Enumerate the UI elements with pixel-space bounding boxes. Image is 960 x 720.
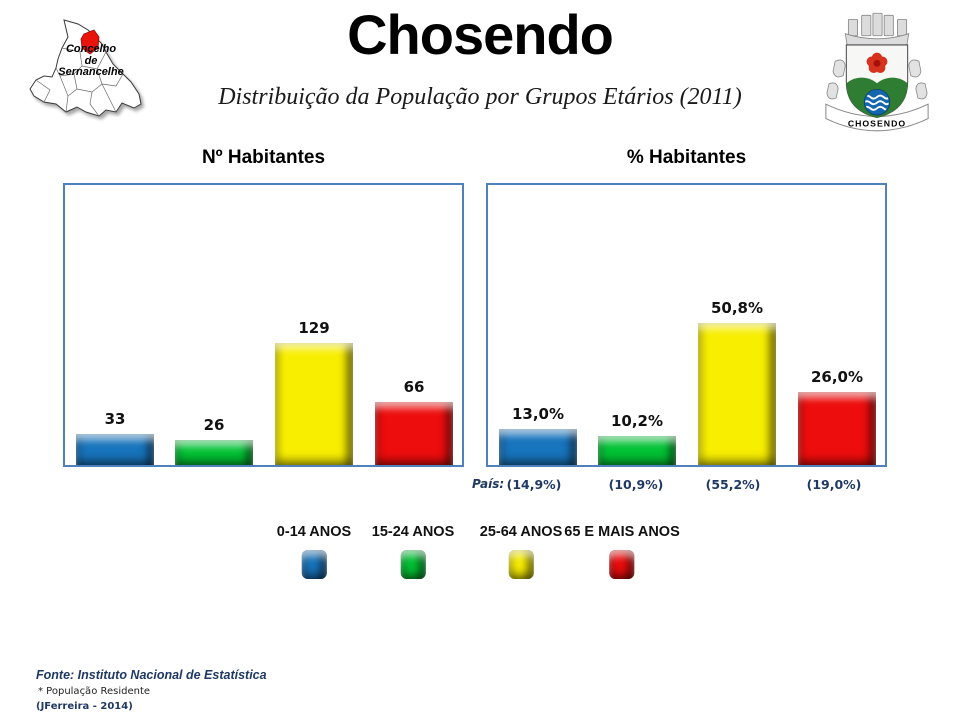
legend-item-25-64: 25-64 ANOS xyxy=(480,524,562,579)
legend-label: 15-24 ANOS xyxy=(371,524,455,540)
municipality-map: Concelho de Sernancelhe xyxy=(22,4,160,130)
country-value: (55,2%) xyxy=(705,477,761,492)
legend-label: 65 E MAIS ANOS xyxy=(564,524,680,540)
chart-title-habitantes: Nº Habitantes xyxy=(201,147,326,168)
crest-roundel xyxy=(863,88,891,116)
crest-rose xyxy=(866,52,888,73)
chart-panel-habitantes: 33 26 129 66 xyxy=(63,183,464,467)
chart-panel-percent: 13,0% 10,2% 50,8% 26,0% xyxy=(486,183,887,467)
page-subtitle: Distribuição da População por Grupos Etá… xyxy=(218,84,742,110)
coat-of-arms-graphic: CHOSENDO xyxy=(825,12,929,132)
map-label: Concelho de Sernancelhe xyxy=(22,43,160,79)
footer-source: Fonte: Instituto Nacional de Estatística xyxy=(36,668,267,682)
legend-swatch-red xyxy=(609,550,635,579)
crest-ornaments xyxy=(826,59,928,100)
bar-value-label: 66 xyxy=(403,378,425,396)
coat-of-arms: CHOSENDO xyxy=(818,2,936,140)
country-comparison-row: País: (14,9%) (10,9%) (55,2%) (19,0%) xyxy=(0,477,960,495)
legend-label: 25-64 ANOS xyxy=(479,524,563,540)
map-highlight-parish xyxy=(80,29,100,55)
bar-value-label: 129 xyxy=(298,319,330,337)
map-label-line: Sernancelhe xyxy=(58,66,124,78)
page-title: Chosendo xyxy=(347,3,614,66)
bar-25-64-anos xyxy=(275,343,353,465)
legend-item-0-14: 0-14 ANOS xyxy=(277,524,351,579)
legend-item-15-24: 15-24 ANOS xyxy=(372,524,454,579)
bar-25-64-anos xyxy=(698,323,776,465)
legend-swatch-blue xyxy=(301,550,327,579)
bar-15-24-anos xyxy=(598,436,676,465)
bar-value-label: 13,0% xyxy=(511,405,565,423)
crest-caption: CHOSENDO xyxy=(848,119,906,129)
legend-label: 0-14 ANOS xyxy=(276,524,352,540)
bar-65-e-mais-anos xyxy=(798,392,876,465)
legend-item-65-mais: 65 E MAIS ANOS xyxy=(564,524,680,579)
country-value: (14,9%) xyxy=(506,477,562,492)
chart-title-percent: % Habitantes xyxy=(626,147,747,168)
bar-value-label: 26,0% xyxy=(810,368,864,386)
country-value: (19,0%) xyxy=(806,477,862,492)
map-graphic xyxy=(29,19,142,117)
map-label-line: Concelho xyxy=(65,43,117,55)
footer-credit: (JFerreira - 2014) xyxy=(36,701,133,712)
country-value: (10,9%) xyxy=(608,477,664,492)
bar-0-14-anos xyxy=(76,434,154,465)
bar-15-24-anos xyxy=(175,440,253,465)
legend-swatch-green xyxy=(400,550,426,579)
map-label-line: de xyxy=(84,54,98,67)
legend-swatch-yellow xyxy=(508,550,534,579)
bar-value-label: 33 xyxy=(104,410,126,428)
country-row-label: País: xyxy=(472,477,505,491)
footer-note: * População Residente xyxy=(38,686,151,697)
bar-value-label: 26 xyxy=(203,416,225,434)
bar-0-14-anos xyxy=(499,429,577,465)
bar-value-label: 10,2% xyxy=(610,412,664,430)
bar-value-label: 50,8% xyxy=(710,299,764,317)
bar-65-e-mais-anos xyxy=(375,402,453,465)
